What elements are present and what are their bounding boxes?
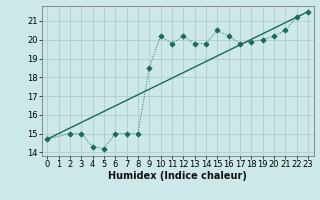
X-axis label: Humidex (Indice chaleur): Humidex (Indice chaleur) <box>108 171 247 181</box>
